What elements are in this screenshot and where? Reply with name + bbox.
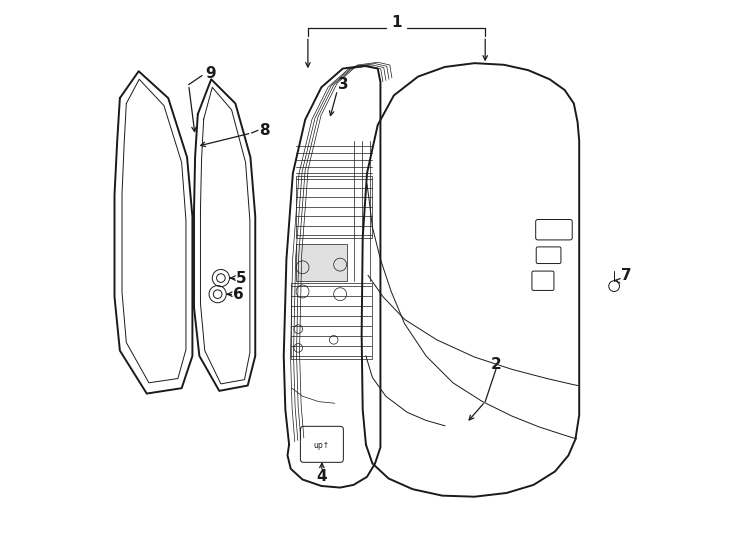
Text: 5: 5 xyxy=(236,271,246,286)
Text: 7: 7 xyxy=(620,268,631,283)
Text: 9: 9 xyxy=(205,66,215,82)
Text: 4: 4 xyxy=(316,469,327,484)
Text: 3: 3 xyxy=(338,77,348,92)
Bar xyxy=(296,176,372,238)
Bar xyxy=(291,284,372,359)
FancyBboxPatch shape xyxy=(300,427,344,462)
Text: 6: 6 xyxy=(233,287,244,302)
Text: 8: 8 xyxy=(260,123,270,138)
Text: 2: 2 xyxy=(490,356,501,372)
Text: 1: 1 xyxy=(391,15,401,30)
Text: up↑: up↑ xyxy=(314,441,330,450)
Bar xyxy=(296,244,347,281)
